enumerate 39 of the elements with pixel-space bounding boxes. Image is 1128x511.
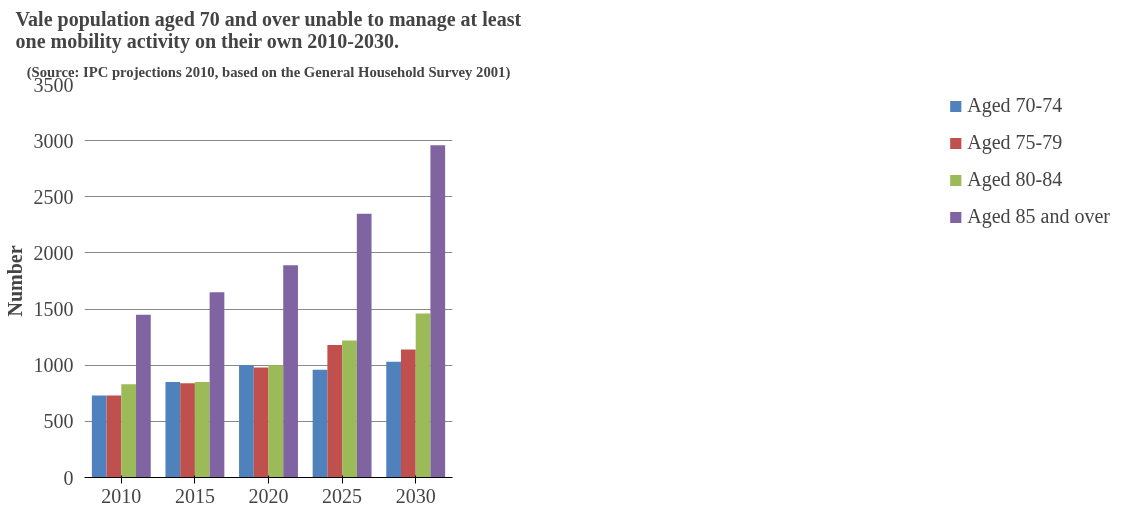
x-tick-label: 2025: [322, 484, 363, 507]
y-tick-label: 2000: [33, 241, 74, 264]
bar: [106, 395, 122, 478]
x-tick-label: 2020: [248, 484, 289, 507]
bar: [415, 313, 431, 478]
chart-title: Vale population aged 70 and over unable to manage at least one mobility activity on their own 2010-2030.: [15, 7, 522, 53]
bar: [253, 367, 269, 478]
bar: [136, 314, 151, 478]
bar: [268, 365, 284, 478]
bar: [165, 382, 181, 478]
y-tick-label: 3000: [33, 129, 74, 152]
legend-label: Aged 70-74: [967, 94, 1063, 117]
bar: [91, 395, 107, 478]
y-tick-label: 1000: [33, 354, 74, 377]
legend-label: Aged 80-84: [967, 168, 1063, 191]
bar: [239, 365, 254, 478]
legend-label: Aged 75-79: [967, 131, 1063, 154]
bar: [194, 382, 210, 478]
bar: [312, 369, 328, 478]
y-tick-label: 1500: [33, 298, 74, 321]
bar: [400, 349, 416, 478]
bar: [386, 361, 401, 478]
bar: [180, 383, 195, 478]
y-axis-title: Number: [3, 245, 26, 317]
x-tick-label: 2030: [395, 484, 436, 507]
bar: [342, 340, 357, 478]
bar: [327, 345, 343, 478]
legend-label: Aged 85 and over: [967, 205, 1110, 228]
bar: [121, 384, 137, 478]
x-tick-label: 2010: [101, 484, 142, 507]
bar: [283, 265, 298, 478]
x-tick-label: 2015: [174, 484, 215, 507]
bar: [209, 292, 225, 478]
text: (Source: IPC projections 2010, based on the General Household Survey 2001): [26, 63, 511, 81]
y-tick-label: 0: [63, 466, 74, 489]
y-tick-label: 2500: [33, 185, 74, 208]
bar: [356, 213, 372, 478]
y-tick-label: 500: [43, 410, 74, 433]
bar: [430, 145, 446, 478]
